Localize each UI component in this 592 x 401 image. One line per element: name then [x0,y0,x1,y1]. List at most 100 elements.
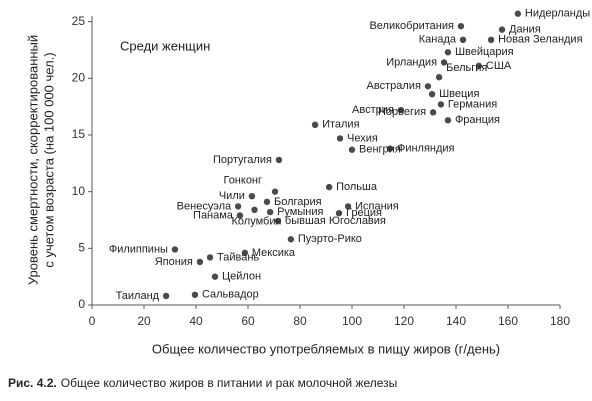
point [336,135,344,142]
point-label: Великобритания [369,20,454,32]
point-label: Новая Зеландия [498,34,582,46]
point [206,254,214,261]
point [348,146,356,153]
point-label: Бельгия [446,62,487,74]
point [263,198,271,206]
point-label: Панама [193,209,234,221]
point-label: Норвегия [378,106,426,118]
point-label: Болгария [274,196,322,208]
point [251,206,258,213]
x-tick-label: 160 [498,314,518,328]
point-label: Пуэрто-Рико [298,233,362,245]
x-tick-label: 120 [394,314,414,328]
point [171,246,179,253]
point [457,23,465,30]
y-tick-label: 0 [78,297,85,311]
point-label: Япония [155,256,193,268]
point [241,249,249,257]
point-label: бывшая Югославия [285,215,386,227]
y-tick-label: 5 [78,241,85,255]
point-label: Канада [419,34,457,46]
point-label: Мексика [252,247,296,259]
y-tick-label: 15 [72,127,86,141]
point [236,212,244,219]
point [487,36,495,43]
point-label: Чехия [347,132,378,144]
point-label: Испания [355,200,399,212]
point [437,101,445,108]
point [386,145,394,152]
point [444,117,452,124]
point-label: Сальвадор [202,289,259,301]
point-label: Польша [336,181,378,193]
point [196,258,204,266]
point-label: Цейлон [222,271,261,283]
point [275,156,283,164]
point-label: Чили [219,190,245,202]
point-label: Филиппины [109,243,168,255]
y-tick-label: 25 [72,14,86,28]
point [429,109,437,116]
point [311,121,319,128]
point-label: Венгрия [359,144,401,156]
point-label: Финляндия [397,143,455,155]
point-label: США [486,60,512,72]
x-tick-label: 180 [550,314,570,328]
x-tick-label: 40 [189,314,203,328]
point-label: Франция [455,114,500,126]
y-tick-label: 10 [72,184,86,198]
y-axis-title: с учетом возраста (на 100 000 чел.) [41,52,56,267]
point [444,49,452,56]
point [514,10,522,17]
point-label: Швейцария [455,46,514,58]
x-tick-label: 60 [241,314,255,328]
point [274,217,282,225]
x-tick-label: 20 [137,314,151,328]
y-axis-title: Уровень смертности, скорректированный [25,35,40,285]
point-label: Колумбия [232,216,282,228]
caption: Рис. 4.2. Общее количество жиров в питани… [8,376,397,390]
point [248,193,256,200]
annotation: Среди женщин [120,38,210,53]
point-label: Ирландия [386,56,437,68]
point [266,208,274,216]
point [435,74,443,81]
point [344,203,352,210]
point [397,106,405,114]
point [475,62,483,70]
point-label: Дания [509,24,541,36]
point [440,59,448,66]
x-axis-title: Общее количество употребляемых в пищу жи… [152,341,500,356]
x-tick-label: 100 [342,314,362,328]
point [211,273,219,280]
point [498,26,506,33]
point-label: Таиланд [116,290,160,302]
point-label: Германия [448,98,497,110]
point-label: Португалия [213,154,272,166]
point-label: Нидерланды [525,8,590,20]
point-label: Венесуэла [177,200,232,212]
point-label: Тайвань [217,251,259,263]
caption-label: Рис. 4.2. [8,376,57,390]
y-tick-label: 20 [72,71,86,85]
point [287,236,295,243]
point [191,291,199,298]
point [424,83,432,90]
point [162,292,170,300]
x-tick-label: 80 [293,314,307,328]
point-label: Швеция [439,88,479,100]
point-label: Гонконг [223,175,262,187]
caption-text: Общее количество жиров в питании и рак м… [61,376,398,390]
point-label: Италия [322,119,360,131]
point-label: Греция [346,207,382,219]
point [459,36,467,43]
point [234,203,242,210]
point [428,91,436,98]
point-label: Румыния [277,206,323,218]
point-label: Австрия [352,104,394,116]
point-label: Австралия [367,80,421,92]
x-tick-label: 0 [89,314,96,328]
x-tick-label: 140 [446,314,466,328]
point [335,210,343,217]
